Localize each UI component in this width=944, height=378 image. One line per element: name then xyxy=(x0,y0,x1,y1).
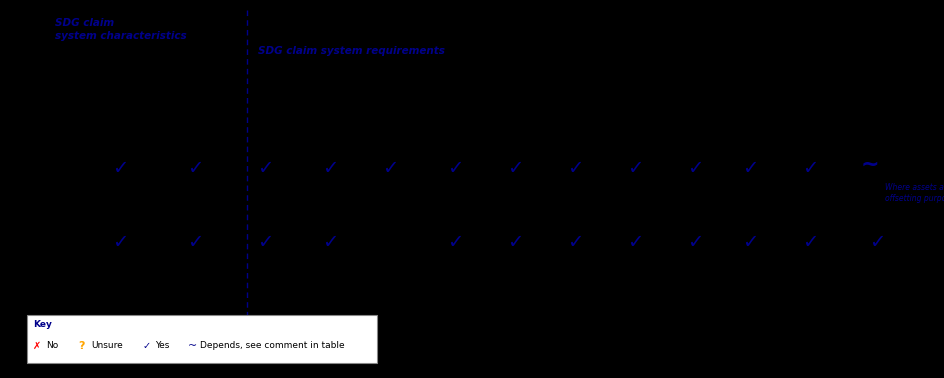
Text: ✓: ✓ xyxy=(868,234,885,253)
Text: ✓: ✓ xyxy=(143,341,151,351)
Text: ✓: ✓ xyxy=(627,158,643,178)
Text: ✓: ✓ xyxy=(687,158,703,178)
Text: ?: ? xyxy=(78,341,85,351)
Text: ✓: ✓ xyxy=(257,158,273,178)
Text: ✓: ✓ xyxy=(742,234,758,253)
Text: ✓: ✓ xyxy=(627,234,643,253)
Text: ✓: ✓ xyxy=(111,158,128,178)
Text: ~: ~ xyxy=(188,341,197,351)
Text: ✓: ✓ xyxy=(187,234,203,253)
Text: ✓: ✓ xyxy=(322,234,338,253)
Text: ✓: ✓ xyxy=(187,158,203,178)
Text: ✓: ✓ xyxy=(257,234,273,253)
Text: ✓: ✓ xyxy=(322,158,338,178)
Text: Where assets are eligible for
offsetting purposes: Where assets are eligible for offsetting… xyxy=(885,183,944,203)
FancyBboxPatch shape xyxy=(27,315,377,363)
Text: ✓: ✓ xyxy=(566,234,583,253)
Text: Yes: Yes xyxy=(155,341,169,350)
Text: ✗: ✗ xyxy=(33,341,42,351)
Text: ✓: ✓ xyxy=(687,234,703,253)
Text: ✓: ✓ xyxy=(742,158,758,178)
Text: ✓: ✓ xyxy=(447,158,464,178)
Text: ✓: ✓ xyxy=(801,234,818,253)
Text: ✓: ✓ xyxy=(507,158,523,178)
Text: ✓: ✓ xyxy=(111,234,128,253)
Text: ~: ~ xyxy=(861,155,879,175)
Text: ✓: ✓ xyxy=(447,234,464,253)
Text: Unsure: Unsure xyxy=(91,341,123,350)
Text: Key: Key xyxy=(33,320,52,329)
Text: SDG claim
system characteristics: SDG claim system characteristics xyxy=(55,18,187,41)
Text: ✓: ✓ xyxy=(381,158,398,178)
Text: No: No xyxy=(46,341,59,350)
Text: ✓: ✓ xyxy=(566,158,583,178)
Text: ✓: ✓ xyxy=(801,158,818,178)
Text: Depends, see comment in table: Depends, see comment in table xyxy=(200,341,345,350)
Text: ✓: ✓ xyxy=(507,234,523,253)
Text: SDG claim system requirements: SDG claim system requirements xyxy=(258,46,445,56)
